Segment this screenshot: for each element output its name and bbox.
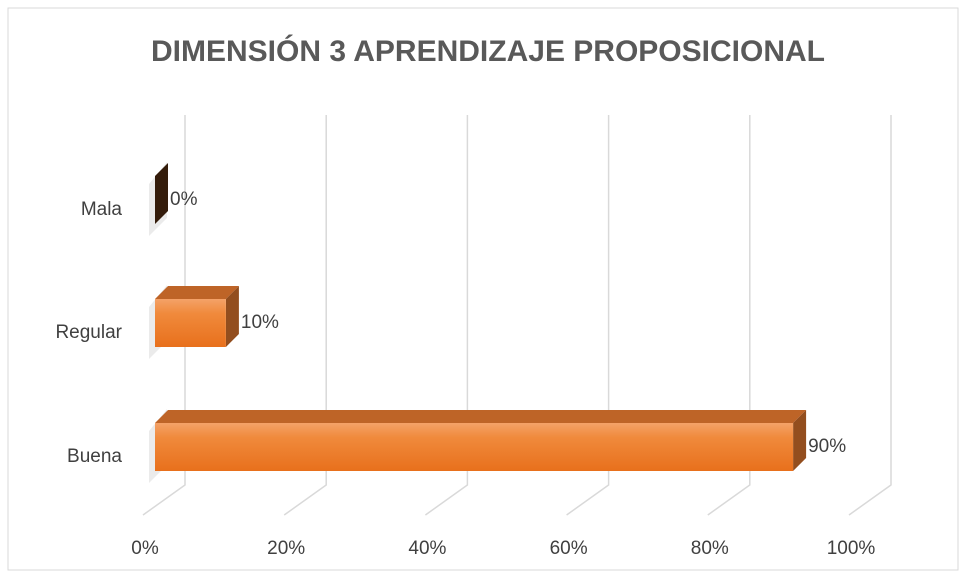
x-tick-label: 100% <box>827 538 876 559</box>
grid-line <box>707 115 751 516</box>
data-label: 10% <box>241 312 279 333</box>
x-tick-label: 80% <box>691 538 729 559</box>
grid-line <box>424 115 469 516</box>
chart-border <box>7 7 959 571</box>
bar-side <box>793 410 807 471</box>
y-tick-label: Regular <box>55 322 122 343</box>
bar <box>155 410 807 471</box>
x-tick-label: 40% <box>408 538 446 559</box>
bar-side <box>155 163 168 224</box>
bar-top <box>155 286 239 299</box>
grid-line <box>566 115 610 516</box>
grid-line <box>283 115 327 516</box>
y-tick-label: Mala <box>81 199 123 220</box>
data-label: 90% <box>808 436 846 457</box>
x-tick-label: 20% <box>267 538 305 559</box>
data-label: 0% <box>170 189 198 210</box>
grid-line <box>848 115 892 516</box>
bar-front <box>155 423 794 471</box>
x-tick-label: 60% <box>550 538 588 559</box>
grid-line <box>142 115 186 516</box>
x-tick-label: 0% <box>131 538 159 559</box>
bar-front <box>155 299 226 347</box>
bar-top <box>155 410 807 423</box>
bar <box>155 286 239 347</box>
chart-title: DIMENSIÓN 3 APRENDIZAJE PROPOSICIONAL <box>151 34 825 68</box>
bar-side <box>225 286 239 347</box>
y-tick-label: Buena <box>67 446 122 467</box>
bar <box>155 163 168 224</box>
